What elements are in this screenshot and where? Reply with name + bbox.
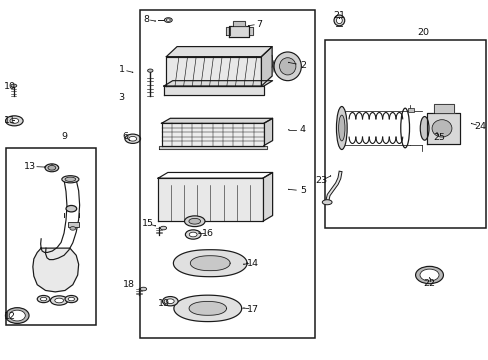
Ellipse shape xyxy=(45,164,59,172)
Ellipse shape xyxy=(48,166,56,170)
Ellipse shape xyxy=(129,136,136,141)
Ellipse shape xyxy=(273,52,301,81)
Ellipse shape xyxy=(166,19,170,21)
Ellipse shape xyxy=(415,266,443,284)
Text: 20: 20 xyxy=(417,28,429,37)
Ellipse shape xyxy=(336,107,346,149)
Text: 1: 1 xyxy=(118,65,124,74)
Ellipse shape xyxy=(166,299,174,303)
Polygon shape xyxy=(225,27,229,35)
Polygon shape xyxy=(161,118,272,123)
Polygon shape xyxy=(166,46,271,57)
Ellipse shape xyxy=(61,176,79,183)
Text: 15: 15 xyxy=(142,219,154,228)
Text: 4: 4 xyxy=(299,125,305,134)
Text: 9: 9 xyxy=(61,132,67,141)
Ellipse shape xyxy=(37,296,50,303)
Ellipse shape xyxy=(41,297,47,301)
Ellipse shape xyxy=(184,216,204,226)
Polygon shape xyxy=(33,248,79,292)
Text: 13: 13 xyxy=(24,162,36,171)
Ellipse shape xyxy=(70,226,76,230)
Text: 18: 18 xyxy=(123,280,135,289)
Text: 19: 19 xyxy=(158,299,170,308)
Ellipse shape xyxy=(322,200,331,205)
Polygon shape xyxy=(263,172,272,221)
Polygon shape xyxy=(158,145,266,149)
Text: 25: 25 xyxy=(432,133,445,142)
Ellipse shape xyxy=(431,120,451,137)
Ellipse shape xyxy=(50,296,68,305)
Polygon shape xyxy=(249,27,253,35)
Ellipse shape xyxy=(65,177,76,181)
Ellipse shape xyxy=(333,15,344,26)
Text: 7: 7 xyxy=(255,19,262,28)
Polygon shape xyxy=(433,104,453,113)
Polygon shape xyxy=(158,178,263,221)
Bar xyxy=(5,148,96,325)
Ellipse shape xyxy=(140,287,146,291)
Ellipse shape xyxy=(5,116,23,126)
Ellipse shape xyxy=(147,69,153,72)
Ellipse shape xyxy=(65,296,78,303)
Polygon shape xyxy=(163,86,264,95)
Text: 2: 2 xyxy=(299,61,305,70)
Polygon shape xyxy=(174,295,241,321)
Ellipse shape xyxy=(125,134,140,143)
Text: 21: 21 xyxy=(333,10,345,19)
Polygon shape xyxy=(189,301,226,315)
Ellipse shape xyxy=(185,230,201,239)
Ellipse shape xyxy=(189,232,197,237)
Text: 10: 10 xyxy=(3,82,16,91)
Ellipse shape xyxy=(160,226,166,230)
Polygon shape xyxy=(166,57,261,86)
Ellipse shape xyxy=(11,84,17,87)
Bar xyxy=(139,10,314,338)
Text: 16: 16 xyxy=(202,229,213,238)
Ellipse shape xyxy=(338,115,344,141)
Ellipse shape xyxy=(162,297,178,306)
Polygon shape xyxy=(261,46,271,86)
Text: 22: 22 xyxy=(423,279,435,288)
Text: 3: 3 xyxy=(118,93,124,102)
Polygon shape xyxy=(228,26,249,37)
Ellipse shape xyxy=(419,117,428,140)
Ellipse shape xyxy=(419,269,438,281)
Ellipse shape xyxy=(336,17,342,24)
Ellipse shape xyxy=(66,206,77,212)
Ellipse shape xyxy=(164,18,172,22)
Text: 11: 11 xyxy=(3,116,16,125)
Polygon shape xyxy=(232,21,245,26)
Ellipse shape xyxy=(5,308,29,323)
Ellipse shape xyxy=(10,118,19,123)
Text: 17: 17 xyxy=(246,305,259,314)
Ellipse shape xyxy=(9,310,25,321)
Polygon shape xyxy=(161,123,264,145)
Ellipse shape xyxy=(188,219,200,224)
Text: 24: 24 xyxy=(474,122,486,131)
Bar xyxy=(407,108,413,112)
Polygon shape xyxy=(426,113,459,144)
Text: 6: 6 xyxy=(122,132,128,141)
Bar xyxy=(324,40,485,228)
Ellipse shape xyxy=(68,297,74,301)
Text: 23: 23 xyxy=(315,176,327,185)
Polygon shape xyxy=(190,256,230,271)
Text: 14: 14 xyxy=(246,259,259,268)
Bar xyxy=(68,222,79,226)
Ellipse shape xyxy=(279,58,295,75)
Polygon shape xyxy=(163,81,272,86)
Text: 5: 5 xyxy=(299,186,305,195)
Ellipse shape xyxy=(55,298,63,303)
Polygon shape xyxy=(264,118,272,145)
Text: 12: 12 xyxy=(3,312,16,321)
Polygon shape xyxy=(173,250,246,277)
Text: 8: 8 xyxy=(143,15,149,24)
